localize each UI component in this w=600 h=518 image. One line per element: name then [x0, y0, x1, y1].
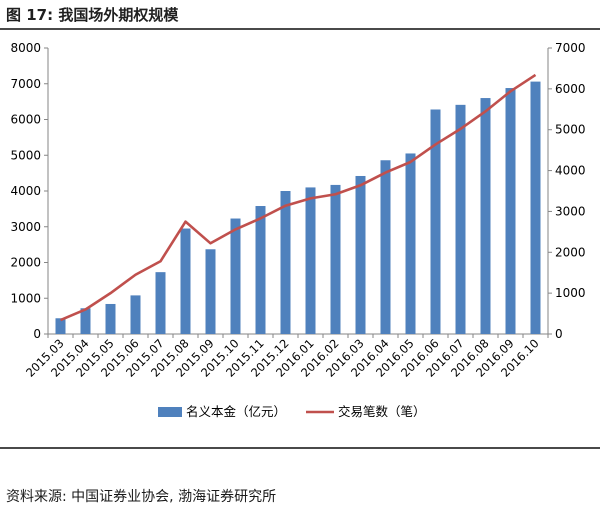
series-line-trades: [59, 73, 537, 322]
y-right-tick-label: 1000: [555, 286, 586, 300]
bar-notional: [505, 88, 516, 334]
bar-notional: [530, 81, 541, 334]
bar-notional: [130, 295, 141, 334]
y-left-tick-label: 3000: [10, 220, 41, 234]
bar-notional: [305, 187, 316, 334]
source-rule: [0, 447, 600, 449]
bar-notional: [155, 272, 166, 334]
legend-line-label: 交易笔数（笔）: [338, 404, 426, 419]
bar-notional: [280, 191, 291, 334]
source-note: 资料来源: 中国证券业协会, 渤海证券研究所: [6, 489, 277, 505]
figure-title: 图 17: 我国场外期权规模: [6, 6, 179, 24]
y-right-tick-label: 6000: [555, 82, 586, 96]
bar-notional: [480, 98, 491, 334]
y-left-tick-label: 2000: [10, 256, 41, 270]
bar-notional: [430, 109, 441, 335]
y-right-tick-label: 4000: [555, 164, 586, 178]
bar-notional: [105, 303, 116, 334]
y-left-tick-label: 7000: [10, 77, 41, 91]
bar-notional: [180, 228, 191, 334]
legend-bar-swatch: [158, 407, 182, 417]
y-left-tick-label: 6000: [10, 113, 41, 127]
bar-notional: [55, 318, 66, 334]
chart: 0 1000 2000 3000 4000 5000 6000 7000 8000 0 1000 20…: [10, 41, 586, 419]
bar-notional: [205, 249, 216, 334]
bar-notional: [405, 153, 416, 334]
y-right-tick-label: 2000: [555, 245, 586, 259]
legend-bar-label: 名义本金（亿元）: [186, 404, 286, 419]
bar-notional: [80, 308, 91, 334]
bar-notional: [380, 160, 391, 334]
y-left-tick-label: 4000: [10, 184, 41, 198]
y-right-tick-label: 5000: [555, 123, 586, 137]
bar-notional: [330, 184, 341, 334]
y-left-tick-label: 1000: [10, 291, 41, 305]
y-left-tick-label: 8000: [10, 41, 41, 55]
y-right-tick-label: 3000: [555, 204, 586, 218]
title-rule: [0, 28, 600, 30]
bar-notional: [355, 175, 366, 334]
y-right-tick-label: 0: [555, 327, 563, 341]
bar-notional: [455, 104, 466, 334]
y-left-tick-label: 5000: [10, 148, 41, 162]
bar-notional: [230, 218, 241, 334]
y-left-tick-label: 0: [33, 327, 41, 341]
y-right-tick-label: 7000: [555, 41, 586, 55]
bar-notional: [255, 206, 266, 334]
